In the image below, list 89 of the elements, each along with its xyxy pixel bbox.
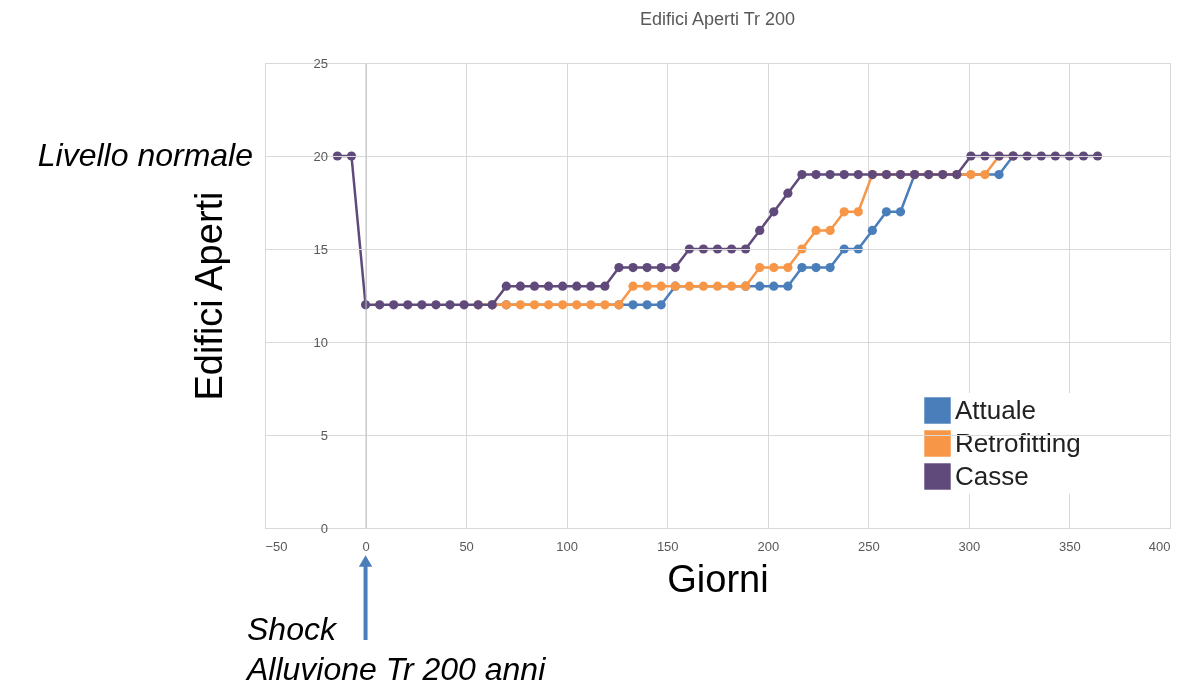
- point: [558, 300, 568, 310]
- x-tick-label: 400: [1148, 538, 1171, 554]
- point: [656, 281, 666, 291]
- point: [628, 300, 638, 310]
- point: [389, 300, 399, 310]
- point: [375, 300, 385, 310]
- point: [656, 300, 666, 310]
- x-axis-title: Giorni: [667, 557, 769, 600]
- point: [431, 300, 441, 310]
- point: [867, 225, 877, 235]
- point: [811, 170, 821, 180]
- point: [783, 263, 793, 273]
- point: [529, 300, 540, 310]
- point: [600, 300, 610, 310]
- point: [853, 170, 863, 180]
- point: [628, 263, 638, 273]
- y-tick-label: 25: [313, 55, 329, 71]
- point: [726, 281, 737, 291]
- chart-title: Edifici Aperti Tr 200: [639, 9, 796, 29]
- point: [825, 263, 835, 273]
- point: [839, 207, 849, 217]
- y-tick-label: 0: [320, 520, 329, 536]
- legend-label: Retrofitting: [955, 427, 1081, 458]
- x-tick-label: 150: [656, 538, 679, 554]
- point: [600, 281, 610, 291]
- point: [698, 281, 709, 291]
- point: [543, 281, 554, 291]
- x-tick-label: 200: [757, 538, 780, 554]
- point: [642, 263, 652, 273]
- point: [642, 300, 652, 310]
- point: [783, 188, 793, 198]
- point: [656, 263, 666, 273]
- point: [825, 225, 835, 235]
- y-axis-title: Edifici Aperti: [188, 191, 231, 401]
- x-tick-label: 50: [459, 538, 474, 554]
- point: [628, 281, 638, 291]
- point: [529, 281, 540, 291]
- point: [811, 225, 821, 235]
- point: [895, 207, 906, 217]
- point: [572, 281, 582, 291]
- x-tick-label: 300: [958, 538, 981, 554]
- y-tick-label: 20: [313, 148, 329, 164]
- point: [980, 170, 990, 180]
- x-tick-label: 0: [362, 538, 370, 554]
- legend-label: Attuale: [955, 394, 1036, 425]
- point: [811, 263, 821, 273]
- point: [558, 281, 568, 291]
- point: [797, 263, 807, 273]
- point: [769, 207, 779, 217]
- point: [853, 207, 863, 217]
- point: [515, 300, 526, 310]
- point: [459, 300, 469, 310]
- point: [417, 300, 427, 310]
- point: [755, 281, 765, 291]
- point: [783, 281, 793, 291]
- point: [586, 300, 596, 310]
- point: [825, 170, 835, 180]
- text: Shock: [247, 611, 338, 647]
- x-tick-label: 100: [556, 538, 579, 554]
- point: [445, 300, 455, 310]
- point: [614, 263, 624, 273]
- point: [642, 281, 652, 291]
- point: [515, 281, 526, 291]
- point: [994, 170, 1004, 180]
- point: [881, 207, 892, 217]
- x-tick-label: −50: [265, 538, 288, 554]
- point: [755, 263, 765, 273]
- point: [572, 300, 582, 310]
- point: [839, 170, 849, 180]
- point: [670, 263, 680, 273]
- point: [755, 225, 765, 235]
- point: [543, 300, 554, 310]
- y-tick-label: 10: [313, 334, 329, 350]
- point: [586, 281, 596, 291]
- point: [769, 281, 779, 291]
- y-tick-label: 5: [320, 427, 329, 443]
- text: Alluvione Tr 200 anni: [245, 651, 547, 687]
- point: [712, 281, 723, 291]
- point: [403, 300, 413, 310]
- point: [797, 170, 807, 180]
- point: [769, 263, 779, 273]
- point: [684, 281, 694, 291]
- legend-label: Casse: [955, 460, 1029, 491]
- point: [966, 170, 976, 180]
- x-tick-label: 350: [1059, 538, 1081, 554]
- x-tick-label: 250: [857, 538, 880, 554]
- text: Livello normale: [37, 137, 253, 173]
- point: [501, 281, 511, 291]
- y-tick-label: 15: [313, 241, 329, 257]
